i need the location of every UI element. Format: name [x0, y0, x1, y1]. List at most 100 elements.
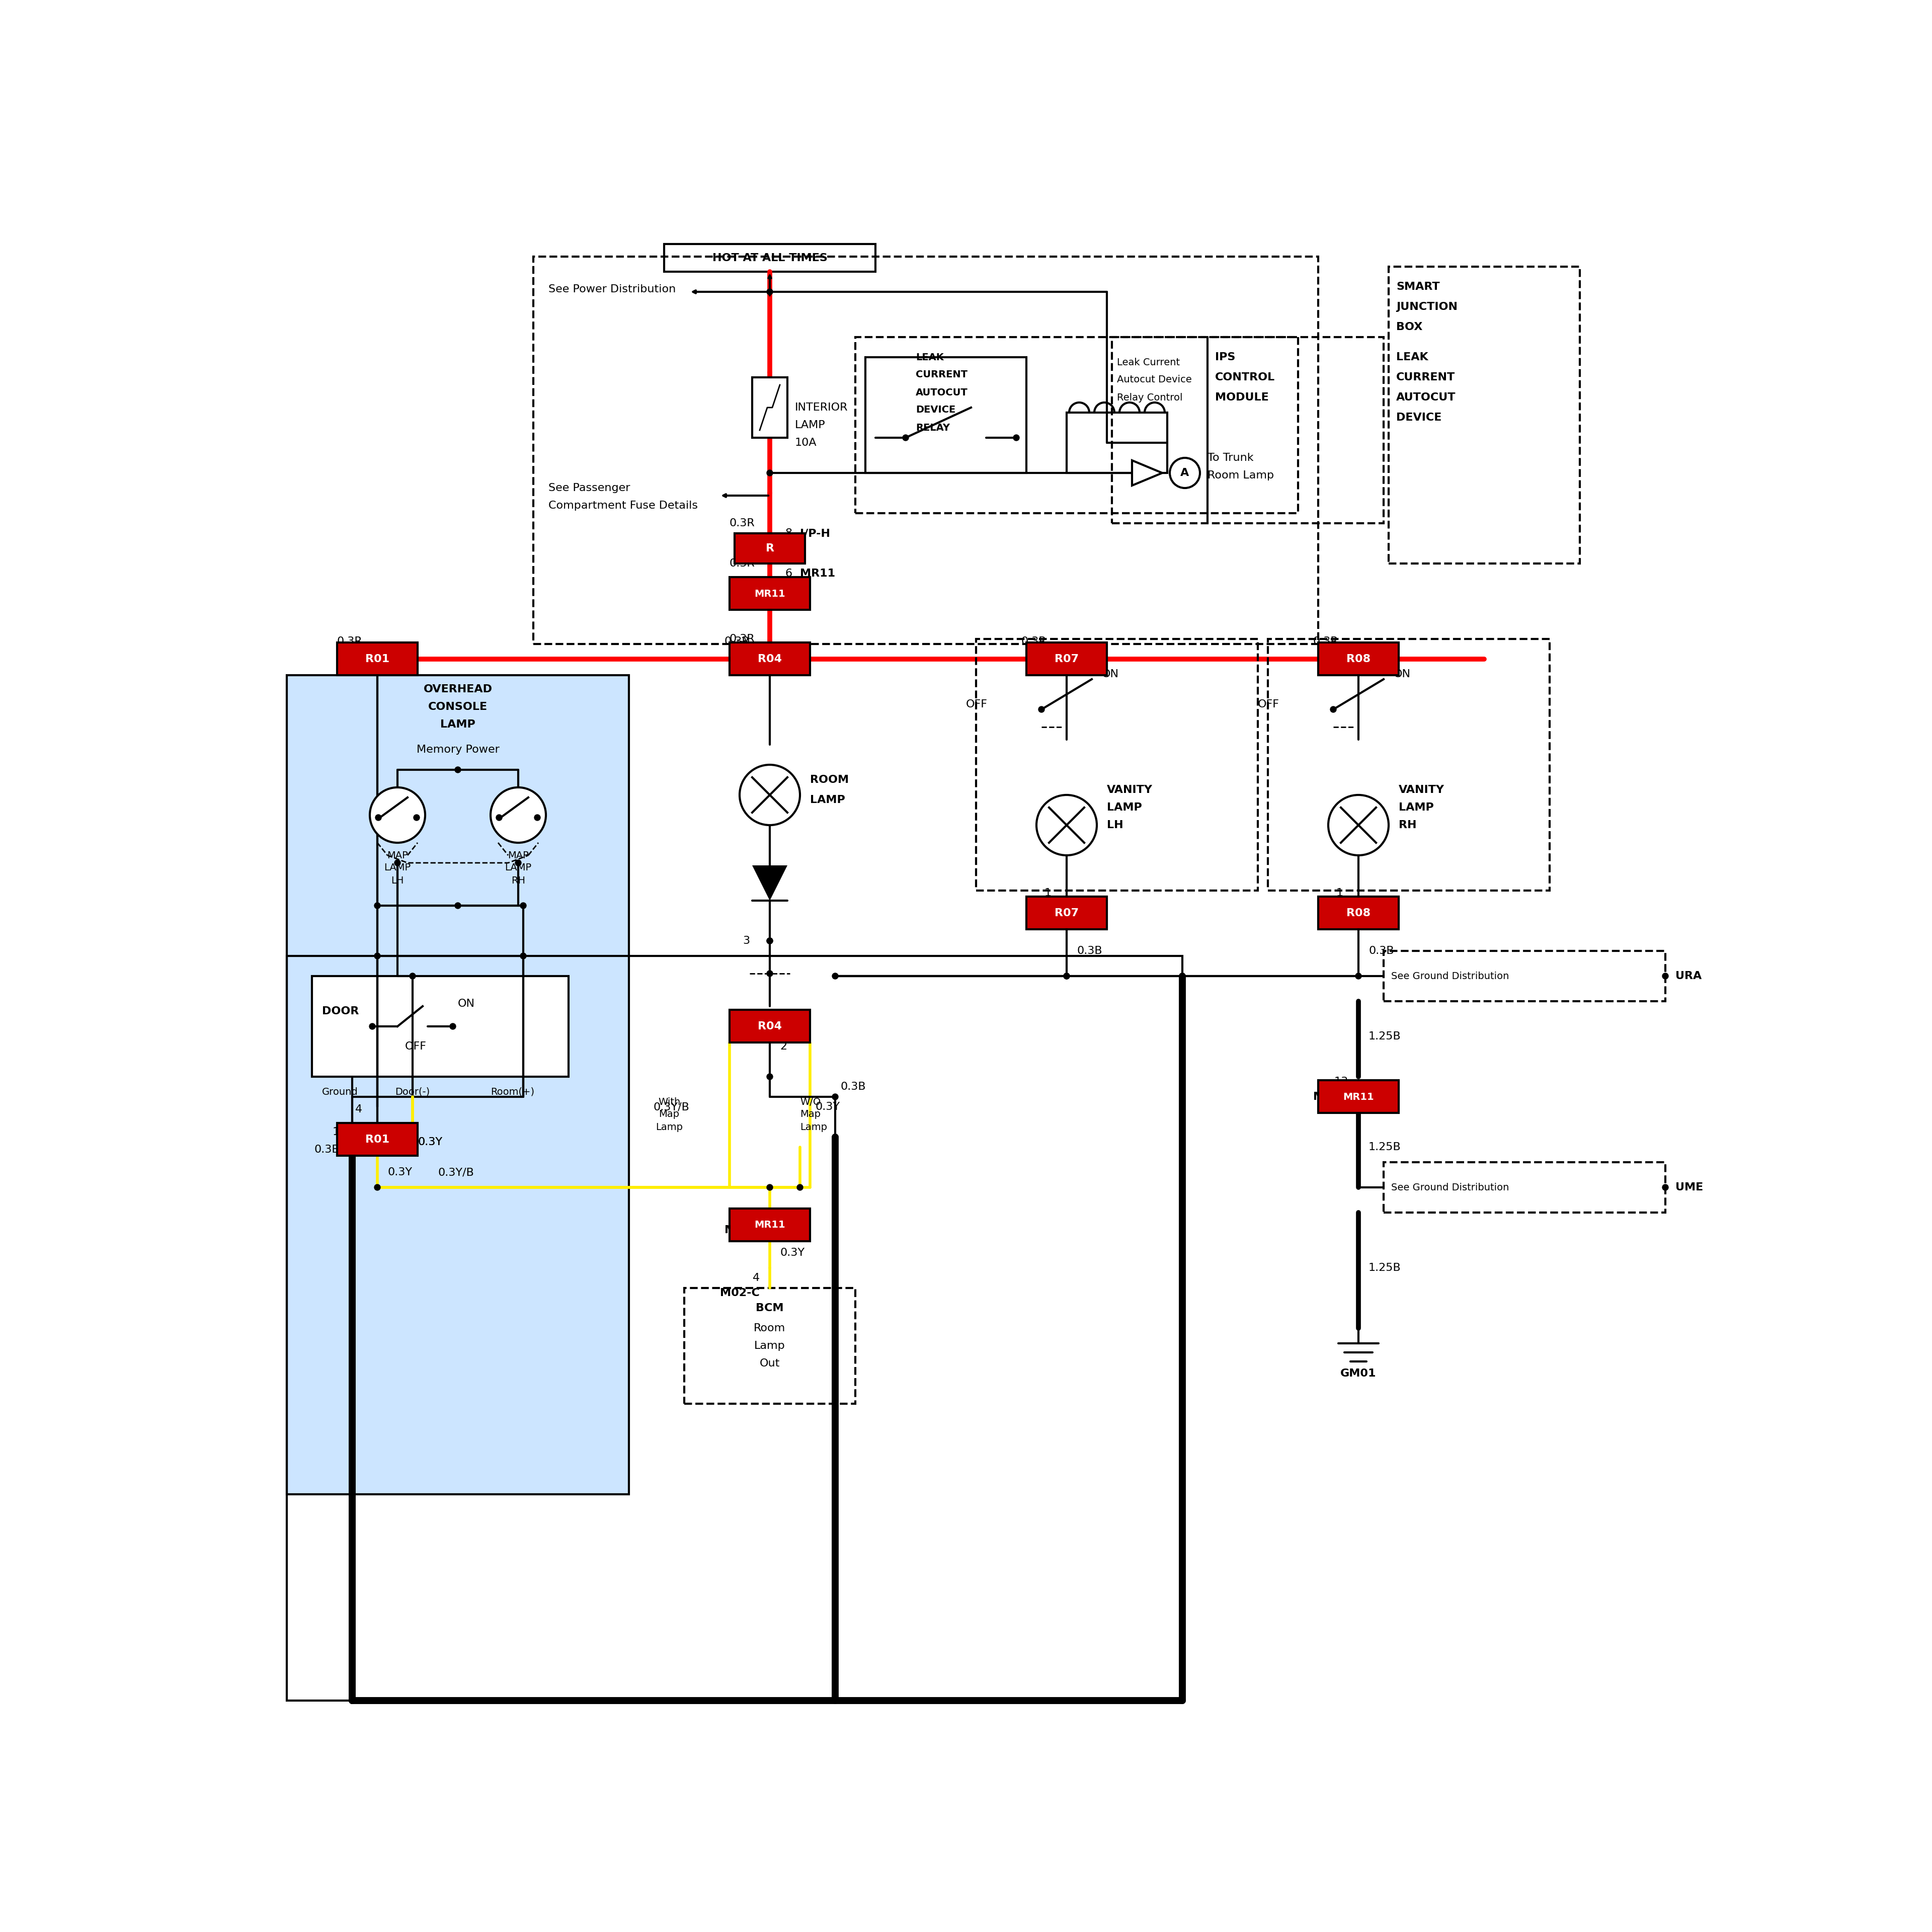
Text: MAP: MAP — [386, 850, 408, 860]
Text: 0.3R: 0.3R — [1312, 636, 1339, 647]
Circle shape — [1036, 794, 1097, 856]
Text: Room: Room — [753, 1323, 786, 1333]
Text: RELAY: RELAY — [916, 423, 951, 433]
Text: R08: R08 — [1347, 655, 1370, 665]
Text: CONSOLE: CONSOLE — [429, 701, 487, 711]
Text: HOT AT ALL TIMES: HOT AT ALL TIMES — [713, 253, 827, 263]
Text: 8: 8 — [784, 527, 792, 539]
Text: ON: ON — [1101, 668, 1119, 680]
Text: Compartment Fuse Details: Compartment Fuse Details — [549, 500, 697, 510]
Bar — [336, 1122, 417, 1155]
Bar — [1066, 413, 1167, 473]
Circle shape — [767, 1184, 773, 1190]
Text: MR11: MR11 — [753, 589, 784, 599]
Bar — [1383, 1163, 1665, 1213]
Text: See Ground Distribution: See Ground Distribution — [1391, 972, 1509, 981]
Circle shape — [767, 937, 773, 945]
Text: LH: LH — [1107, 819, 1122, 831]
Text: Lamp: Lamp — [753, 1341, 784, 1350]
Text: RH: RH — [1399, 819, 1416, 831]
Text: R: R — [765, 543, 775, 553]
Text: OFF: OFF — [406, 1041, 427, 1051]
Text: RH: RH — [512, 875, 526, 885]
Text: JUNCTION: JUNCTION — [1397, 301, 1457, 311]
Text: See Ground Distribution: See Ground Distribution — [1391, 1182, 1509, 1192]
Text: ON: ON — [458, 999, 475, 1009]
Bar — [1113, 336, 1383, 524]
Text: 6: 6 — [784, 568, 792, 578]
Text: 1.25B: 1.25B — [1368, 1032, 1401, 1041]
Bar — [286, 956, 1182, 1700]
Text: LH: LH — [390, 875, 404, 885]
Text: Lamp: Lamp — [800, 1122, 827, 1132]
Polygon shape — [1132, 460, 1163, 485]
Bar — [976, 639, 1258, 891]
Bar — [286, 674, 630, 1493]
Text: CURRENT: CURRENT — [1397, 373, 1455, 383]
Text: 1: 1 — [742, 651, 750, 661]
Text: 1: 1 — [1045, 889, 1051, 898]
Text: To Trunk: To Trunk — [1208, 452, 1254, 464]
Text: 0.3R: 0.3R — [728, 634, 755, 643]
Text: AUTOCUT: AUTOCUT — [916, 388, 968, 398]
Text: OFF: OFF — [966, 699, 987, 709]
Text: DOOR: DOOR — [323, 1007, 359, 1016]
Text: 3: 3 — [742, 935, 750, 947]
Text: 0.3R: 0.3R — [728, 558, 755, 568]
Bar — [752, 377, 788, 439]
Text: 0.3Y: 0.3Y — [388, 1167, 412, 1177]
Circle shape — [767, 288, 773, 296]
Text: MODULE: MODULE — [1215, 392, 1269, 402]
Text: 0.3Y: 0.3Y — [815, 1101, 840, 1113]
Bar — [1318, 896, 1399, 929]
Text: Leak Current: Leak Current — [1117, 357, 1180, 367]
Circle shape — [767, 657, 773, 663]
Text: 0.3R: 0.3R — [336, 636, 363, 647]
Text: 0.3Y/B: 0.3Y/B — [653, 1101, 690, 1113]
Text: ROOM: ROOM — [810, 775, 848, 784]
Text: LAMP: LAMP — [384, 864, 412, 873]
Text: 1: 1 — [332, 1126, 340, 1138]
Text: Map: Map — [659, 1109, 680, 1119]
Text: 0.3Y/B: 0.3Y/B — [439, 1167, 473, 1177]
Text: LAMP: LAMP — [1399, 802, 1434, 813]
Text: Map: Map — [800, 1109, 821, 1119]
Bar — [730, 1209, 810, 1240]
Circle shape — [1331, 707, 1337, 713]
Text: R01: R01 — [365, 655, 390, 665]
Text: R07: R07 — [1055, 908, 1078, 918]
Circle shape — [1065, 974, 1070, 980]
Circle shape — [413, 815, 419, 821]
Text: Lamp: Lamp — [655, 1122, 682, 1132]
Text: 0.3B: 0.3B — [840, 1082, 866, 1092]
Text: LAMP: LAMP — [504, 864, 531, 873]
Bar — [336, 643, 417, 674]
Text: 0.3R: 0.3R — [725, 636, 750, 647]
Circle shape — [369, 788, 425, 842]
Circle shape — [375, 952, 381, 958]
Text: 2: 2 — [1331, 651, 1339, 661]
Text: OFF: OFF — [1258, 699, 1279, 709]
Text: See Power Distribution: See Power Distribution — [549, 284, 676, 294]
Text: MR11: MR11 — [800, 568, 835, 578]
Bar — [684, 1289, 856, 1405]
Text: DEVICE: DEVICE — [1397, 413, 1441, 423]
Text: 2: 2 — [355, 651, 363, 661]
Circle shape — [833, 1094, 838, 1099]
Text: 0.3Y: 0.3Y — [781, 1248, 804, 1258]
Circle shape — [1065, 974, 1070, 980]
Text: VANITY: VANITY — [1107, 784, 1153, 794]
Polygon shape — [752, 866, 788, 900]
Text: IPS: IPS — [1215, 352, 1235, 363]
Text: LAMP: LAMP — [810, 794, 844, 806]
Bar — [1389, 267, 1580, 564]
Text: LAMP: LAMP — [1107, 802, 1142, 813]
Text: 2: 2 — [1039, 651, 1047, 661]
Text: With: With — [659, 1097, 680, 1107]
Text: 0.3B: 0.3B — [1368, 947, 1395, 956]
Circle shape — [410, 974, 415, 980]
Bar — [730, 578, 810, 611]
Text: CONTROL: CONTROL — [1215, 373, 1275, 383]
Bar — [533, 257, 1318, 643]
Bar — [730, 1010, 810, 1043]
